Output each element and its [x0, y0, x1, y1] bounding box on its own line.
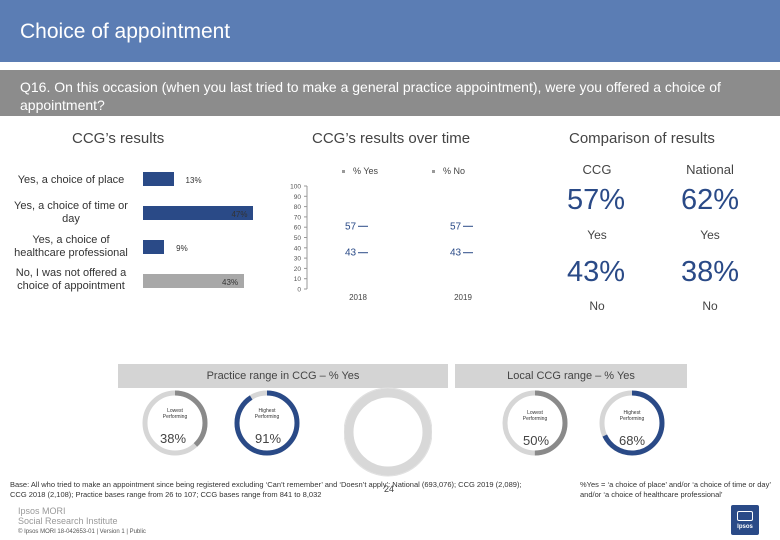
legend-no: % No: [432, 166, 465, 176]
bar: [143, 274, 245, 288]
comparison-heading: Comparison of results: [569, 130, 715, 147]
y-tick-label: 100: [290, 184, 301, 191]
local-highest-caption: Highest Performing: [619, 410, 645, 422]
bar-value-label: 43%: [222, 278, 239, 287]
donut-fill: [234, 390, 300, 456]
title-bar: Choice of appointment: [0, 0, 780, 62]
ipsos-mori-logo: Ipsos MORI Social Research Institute: [18, 506, 118, 526]
x-tick-label: 2019: [454, 293, 472, 302]
page-title: Choice of appointment: [20, 20, 231, 43]
y-tick-label: 70: [294, 214, 302, 221]
local-highest-donut: [599, 390, 665, 456]
line-chart: 0 10 20 30 40 50 60 70 80 90 100 2018 2019 57 57 43 43: [290, 184, 473, 302]
practice-lowest-caption: Lowest Performing: [162, 408, 188, 420]
logo-line-2: Social Research Institute: [18, 516, 118, 526]
practice-lowest-donut: [142, 390, 208, 456]
legend-yes: % Yes: [342, 166, 378, 176]
bar-label: Yes, a choice of healthcare professional: [14, 234, 128, 259]
legend-yes-label: % Yes: [353, 166, 379, 176]
corner-brand: Ipsos: [737, 524, 753, 530]
y-tick-label: 30: [294, 256, 302, 263]
data-label: 43: [345, 248, 357, 259]
practice-range-heading: Practice range in CCG – % Yes: [118, 364, 448, 388]
bar-label: Yes, a choice of time or day: [14, 200, 128, 225]
practice-highest-value: 91%: [255, 431, 282, 446]
ccg-no-label: No: [589, 299, 605, 313]
y-tick-label: 40: [294, 245, 302, 252]
ccg-column-label: CCG: [582, 162, 612, 177]
logo-line-1: Ipsos MORI: [18, 506, 66, 516]
donut-fill: [599, 390, 665, 456]
ccg-results-heading: CCG’s results: [72, 130, 165, 147]
bar-value-label: 13%: [185, 176, 202, 185]
yes-definition-note: %Yes = ‘a choice of place’ and/or ‘a cho…: [580, 480, 771, 499]
y-tick-label: 50: [294, 235, 302, 242]
donut-fill: [142, 390, 208, 456]
y-tick-label: 60: [294, 225, 302, 232]
y-tick-label: 20: [294, 266, 302, 273]
national-no-label: No: [702, 299, 718, 313]
local-highest-value: 68%: [619, 433, 646, 448]
ccg-no-value: 43%: [566, 256, 626, 288]
national-column-label: National: [686, 162, 734, 177]
national-yes-value: 62%: [680, 184, 740, 216]
national-no-value: 38%: [680, 256, 740, 288]
ccg-yes-label: Yes: [587, 228, 607, 242]
practice-lowest-value: 38%: [160, 431, 187, 446]
over-time-heading: CCG’s results over time: [312, 130, 471, 147]
bar: [143, 206, 254, 220]
x-tick-label: 2018: [349, 293, 367, 302]
local-range-heading: Local CCG range – % Yes: [455, 364, 687, 388]
footer-meta: © Ipsos MORI 18-042653-01 | Version 1 | …: [18, 529, 146, 535]
ring-decoration: [344, 387, 432, 477]
question-text: Q16. On this occasion (when you last tri…: [20, 79, 721, 113]
data-label: 43: [450, 248, 462, 259]
question-band: Q16. On this occasion (when you last tri…: [0, 70, 780, 116]
bar-value-label: 9%: [176, 244, 188, 253]
y-tick-label: 10: [294, 276, 302, 283]
bar: [143, 172, 174, 186]
local-lowest-caption: Lowest Performing: [522, 410, 548, 422]
legend-no-label: % No: [443, 166, 466, 176]
y-tick-label: 80: [294, 204, 302, 211]
bar-label: Yes, a choice of place: [17, 174, 125, 186]
base-note: Base: All who tried to make an appointme…: [10, 480, 522, 499]
practice-highest-caption: Highest Performing: [254, 408, 280, 420]
bar-value-label: 47%: [231, 210, 248, 219]
y-tick-label: 90: [294, 194, 302, 201]
ipsos-corner-logo: Ipsos: [731, 505, 759, 535]
page-number: 24: [384, 484, 395, 494]
y-tick-label: 0: [297, 287, 301, 294]
data-label: 57: [345, 221, 357, 232]
practice-highest-donut: [234, 390, 300, 456]
ccg-yes-value: 57%: [566, 184, 626, 216]
donut-fill: [502, 390, 568, 456]
bar-label: No, I was not offered a choice of appoin…: [15, 267, 127, 292]
local-lowest-value: 50%: [523, 433, 550, 448]
data-label: 57: [450, 221, 462, 232]
local-lowest-donut: [502, 390, 568, 456]
national-yes-label: Yes: [700, 228, 720, 242]
bar: [143, 240, 165, 254]
